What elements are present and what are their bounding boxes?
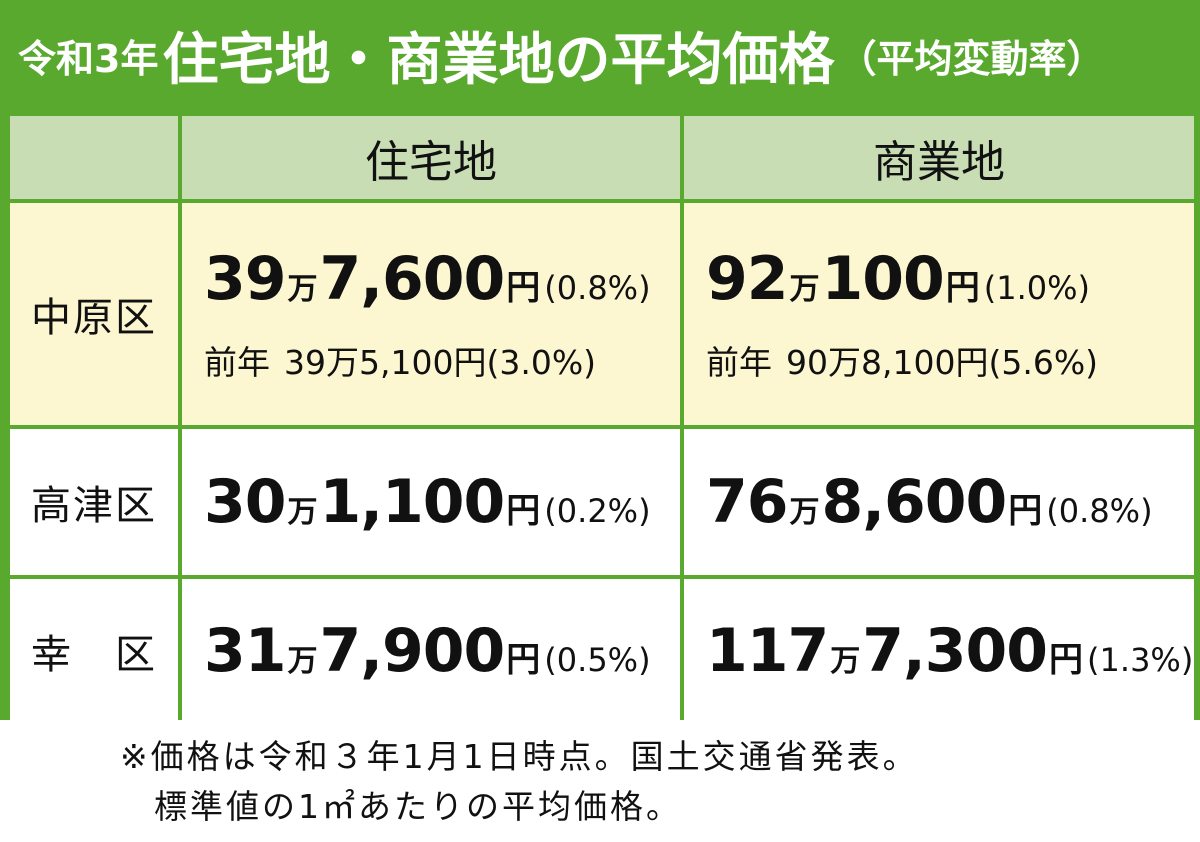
takatsu-residential-cell: 30 万 1,100 円 (0.2%) (182, 429, 680, 575)
district-nakahara: 中原区 (10, 203, 178, 425)
column-header-commercial: 商業地 (684, 116, 1194, 199)
nakahara-commercial-prev: 前年 90万8,100円(5.6%) (706, 343, 1099, 382)
district-takatsu: 高津区 (10, 429, 178, 575)
nakahara-residential-prev: 前年 39万5,100円(3.0%) (204, 343, 597, 382)
footnote-line-2: 標準値の1㎡あたりの平均価格。 (154, 787, 682, 826)
title-banner: 令和3年 住宅地・商業地の平均価格 （平均変動率） (0, 0, 1200, 110)
nakahara-residential-price: 39 万 7,600 円 (0.8%) (204, 244, 651, 314)
page-title: 住宅地・商業地の平均価格 (162, 27, 835, 93)
nakahara-commercial-price: 92 万 100 円 (1.0%) (706, 244, 1091, 314)
takatsu-commercial-cell: 76 万 8,600 円 (0.8%) (684, 429, 1194, 575)
saiwai-residential-cell: 31 万 7,900 円 (0.5%) (182, 579, 680, 722)
saiwai-residential-price: 31 万 7,900 円 (0.5%) (204, 615, 651, 686)
column-header-residential: 住宅地 (182, 116, 680, 199)
saiwai-commercial-cell: 117 万 7,300 円 (1.3%) (684, 579, 1194, 722)
price-table: 住宅地 商業地 中原区 39 万 7,600 円 (0.8%) 前年 39万5,100円(… (0, 110, 1200, 722)
takatsu-commercial-price: 76 万 8,600 円 (0.8%) (706, 467, 1153, 537)
district-saiwai: 幸 区 (10, 579, 178, 722)
footnote: ※価格は令和３年1月1日時点。国土交通省発表。 標準値の1㎡あたりの平均価格。 (120, 732, 1180, 832)
title-era: 令和3年 (18, 36, 159, 81)
nakahara-residential-cell: 39 万 7,600 円 (0.8%) 前年 39万5,100円(3.0%) (182, 203, 680, 425)
table-corner-cell (10, 116, 178, 199)
footnote-line-1: ※価格は令和３年1月1日時点。国土交通省発表。 (120, 737, 919, 776)
title-subtitle: （平均変動率） (838, 36, 1105, 81)
nakahara-commercial-cell: 92 万 100 円 (1.0%) 前年 90万8,100円(5.6%) (684, 203, 1194, 425)
saiwai-commercial-price: 117 万 7,300 円 (1.3%) (706, 615, 1194, 686)
takatsu-residential-price: 30 万 1,100 円 (0.2%) (204, 467, 651, 537)
